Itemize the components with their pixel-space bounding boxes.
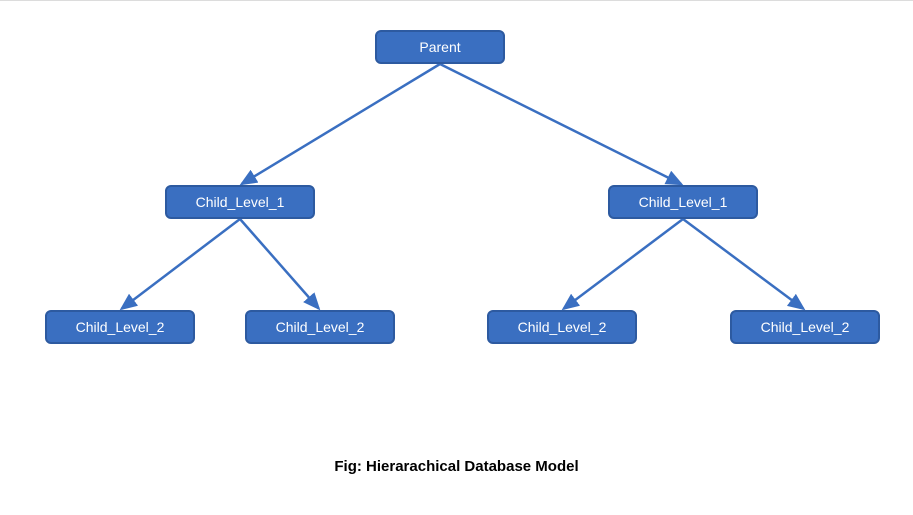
node-c1b: Child_Level_1 xyxy=(608,185,758,219)
edge-parent-c1a xyxy=(242,64,440,184)
edge-c1a-c2b xyxy=(240,219,319,308)
edge-c1b-c2c xyxy=(564,219,683,309)
diagram-caption: Fig: Hierarachical Database Model xyxy=(0,458,913,475)
edge-parent-c1b xyxy=(440,64,681,184)
edge-c1a-c2a xyxy=(122,219,240,309)
node-parent: Parent xyxy=(375,30,505,64)
top-border-line xyxy=(0,0,913,1)
node-c2d: Child_Level_2 xyxy=(730,310,880,344)
node-c2c: Child_Level_2 xyxy=(487,310,637,344)
diagram-canvas: Parent Child_Level_1 Child_Level_1 Child_Le… xyxy=(0,0,913,515)
node-c2a: Child_Level_2 xyxy=(45,310,195,344)
node-c2b: Child_Level_2 xyxy=(245,310,395,344)
node-c1a: Child_Level_1 xyxy=(165,185,315,219)
edge-c1b-c2d xyxy=(683,219,803,309)
edges-layer xyxy=(0,0,913,515)
